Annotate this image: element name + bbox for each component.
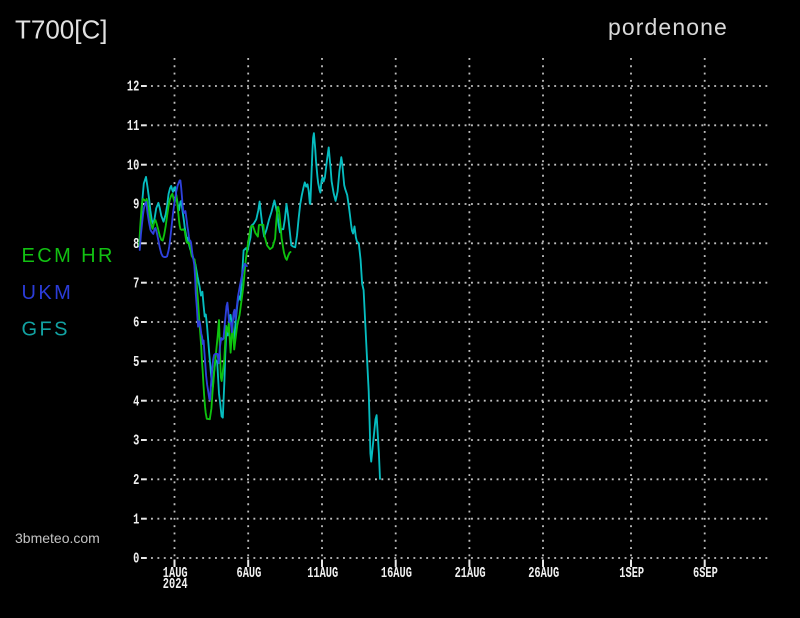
svg-text:5: 5 <box>133 353 139 371</box>
svg-text:3: 3 <box>133 432 139 450</box>
svg-text:16AUG: 16AUG <box>381 564 412 582</box>
svg-text:UKM: UKM <box>22 282 74 304</box>
svg-text:4: 4 <box>133 393 139 411</box>
svg-text:11AUG: 11AUG <box>307 564 338 582</box>
svg-text:26AUG: 26AUG <box>528 564 559 582</box>
svg-text:6: 6 <box>133 314 139 332</box>
svg-text:6SEP: 6SEP <box>693 564 718 582</box>
svg-text:9: 9 <box>133 196 139 214</box>
svg-text:21AUG: 21AUG <box>455 564 486 582</box>
svg-text:10: 10 <box>127 157 140 175</box>
svg-text:11: 11 <box>127 117 140 135</box>
svg-text:8: 8 <box>133 235 139 253</box>
svg-text:6AUG: 6AUG <box>237 564 262 582</box>
svg-text:2024: 2024 <box>163 575 188 593</box>
svg-text:T700[C]: T700[C] <box>15 15 108 45</box>
svg-text:3bmeteo.com: 3bmeteo.com <box>15 530 100 546</box>
svg-text:7: 7 <box>133 275 139 293</box>
svg-text:GFS: GFS <box>22 319 70 341</box>
svg-text:12: 12 <box>127 78 140 96</box>
svg-text:pordenone: pordenone <box>608 14 728 40</box>
svg-text:ECM HR: ECM HR <box>22 245 115 267</box>
svg-text:0: 0 <box>133 550 139 568</box>
svg-text:1AUG: 1AUG <box>163 564 188 582</box>
svg-text:1: 1 <box>133 511 139 529</box>
svg-text:2: 2 <box>133 471 139 489</box>
svg-text:1SEP: 1SEP <box>619 564 644 582</box>
